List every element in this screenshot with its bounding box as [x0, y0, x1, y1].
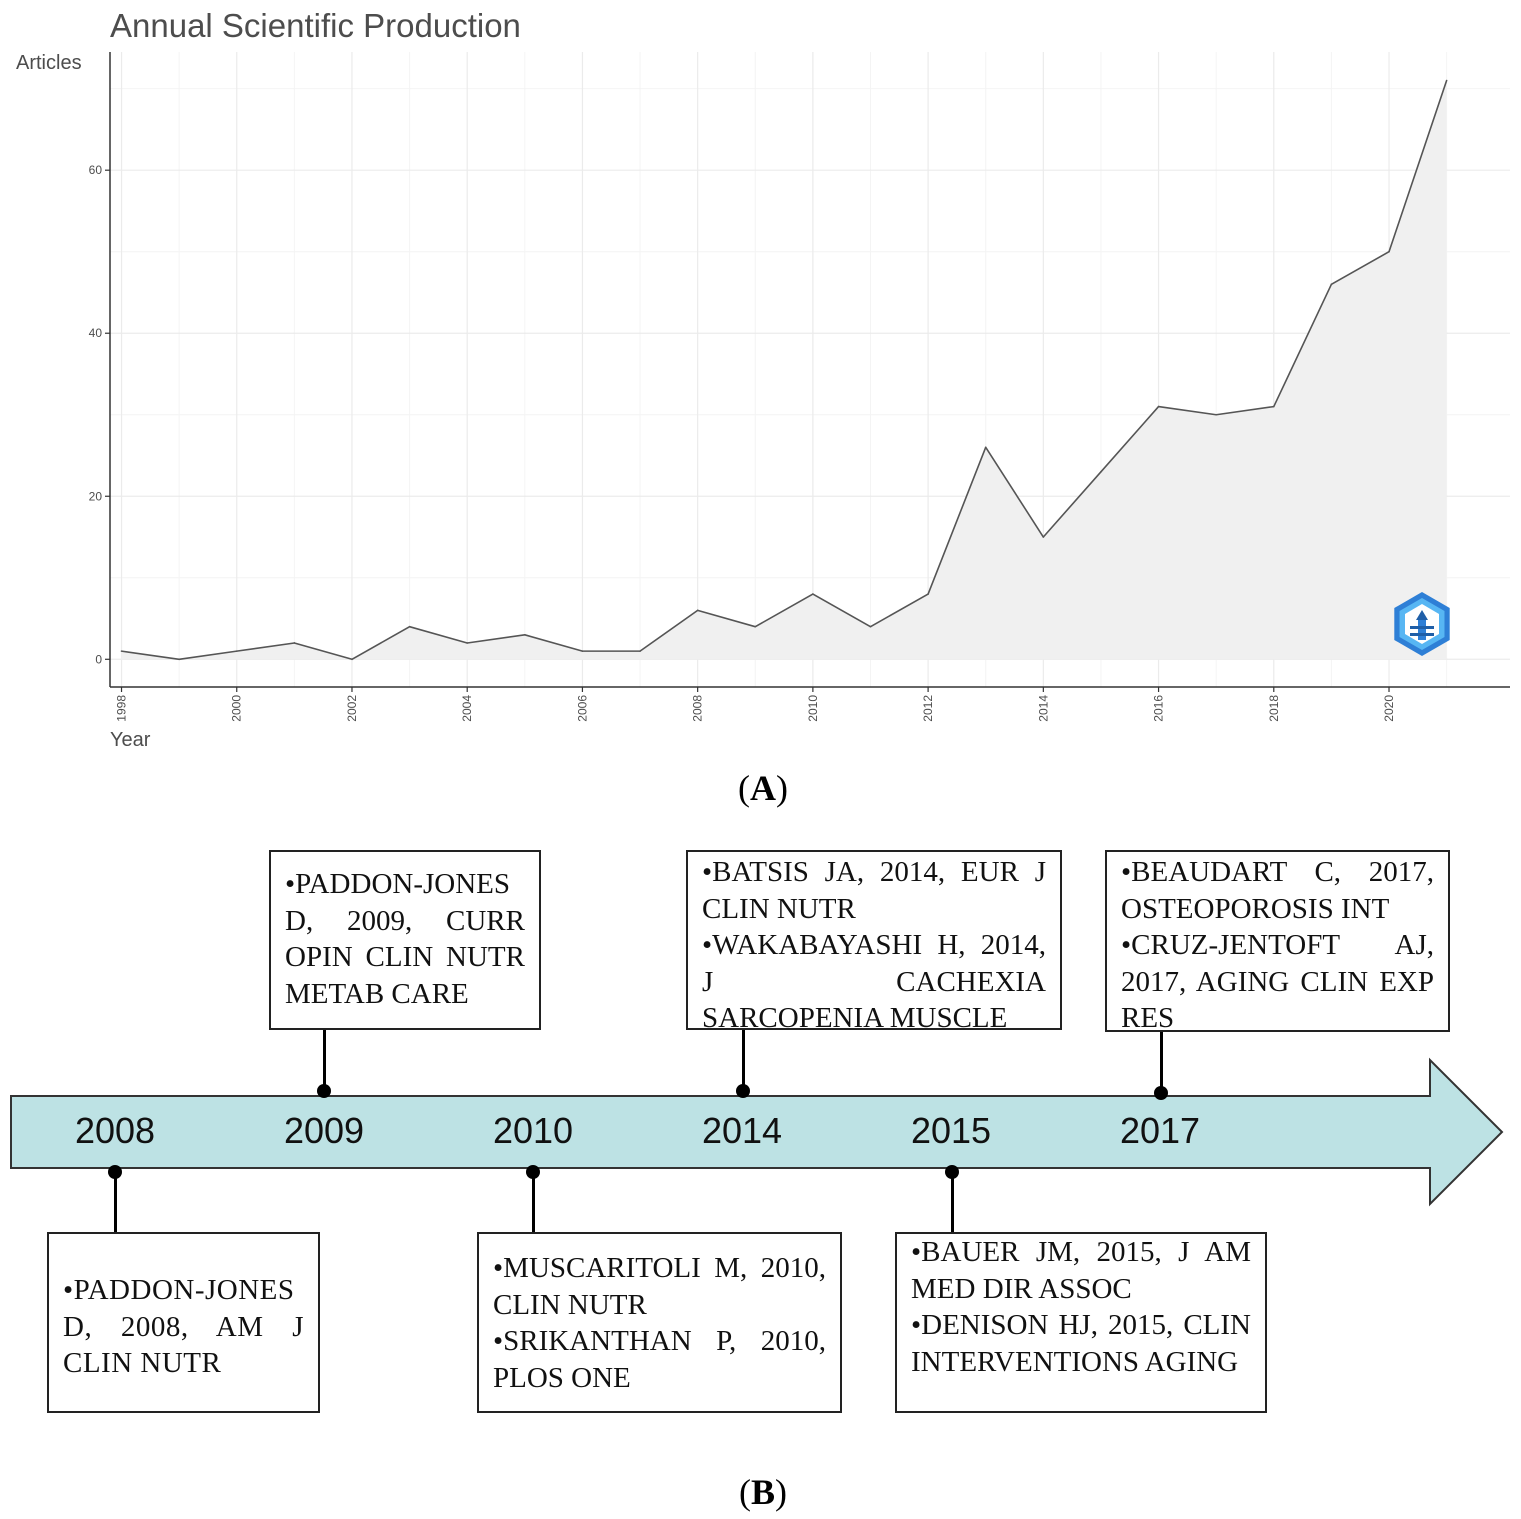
data-point-segment — [524, 634, 584, 652]
data-point-segment — [1042, 471, 1102, 538]
timeline-diagram — [10, 1057, 1504, 1207]
data-point-segment — [1388, 79, 1448, 253]
x-tick-label: 1998 — [115, 695, 129, 722]
reference-entry: •BEAUDART C, 2017, OSTEOPOROSIS INT — [1121, 856, 1434, 925]
reference-entry: •SRIKANTHAN P, 2010, PLOS ONE — [493, 1325, 826, 1394]
data-point-segment — [408, 625, 469, 644]
data-point-segment — [1215, 405, 1275, 416]
chart-tick-labels: 0 20 40 60 1998 2000 2002 2004 2006 2008 2010 2012 2… — [89, 163, 1396, 722]
panel-b-letter: B — [750, 1472, 775, 1512]
data-point-segment — [812, 593, 872, 628]
x-tick-label: 2020 — [1382, 695, 1396, 722]
y-tick-label: 0 — [95, 652, 102, 666]
data-point-segment — [696, 609, 757, 628]
timeline-connector — [742, 1029, 745, 1091]
timeline-dot — [945, 1165, 959, 1179]
data-point-segment — [466, 634, 526, 644]
timeline-reference-box: •PADDON-JONES D, 2008, AM J CLIN NUTR — [47, 1232, 320, 1413]
reference-entry: •BATSIS JA, 2014, EUR J CLIN NUTR — [702, 856, 1046, 925]
reference-entry: •PADDON-JONES D, 2009, CURR OPIN CLIN NU… — [285, 868, 525, 1010]
timeline-dot — [736, 1084, 750, 1098]
timeline-connector — [1160, 1030, 1163, 1093]
timeline-year: 2015 — [910, 1110, 992, 1151]
x-tick-label: 2002 — [345, 695, 359, 722]
annual-production-chart: Annual Scientific Production Articles Ye… — [16, 7, 1510, 751]
timeline-reference-box: •BAUER JM, 2015, J AM MED DIR ASSOC •DEN… — [895, 1232, 1267, 1413]
reference-entry: •DENISON HJ, 2015, CLIN INTERVENTIONS AG… — [911, 1309, 1251, 1378]
timeline-dot — [526, 1165, 540, 1179]
x-tick-label: 2004 — [460, 695, 474, 722]
y-tick-label: 40 — [89, 326, 103, 340]
timeline-dot — [108, 1165, 122, 1179]
panel-a-label: (A) — [738, 768, 788, 808]
timeline-year: 2008 — [74, 1110, 156, 1151]
x-tick-label: 2006 — [575, 695, 589, 722]
data-point-segment — [639, 609, 699, 652]
area-fill — [121, 80, 1447, 660]
x-tick-label: 2018 — [1267, 695, 1281, 722]
panel-b-label: (B) — [738, 1472, 787, 1512]
x-tick-label: 2010 — [806, 695, 820, 722]
x-tick-label: 2016 — [1152, 695, 1166, 722]
data-point-segment — [293, 642, 353, 661]
x-tick-label: 2008 — [691, 695, 705, 722]
reference-entry: •BAUER JM, 2015, J AM MED DIR ASSOC — [911, 1236, 1251, 1305]
data-point-segment — [1157, 405, 1217, 416]
reference-entry: •WAKABAYASHI H, 2014, J CACHEXIA SARCOPE… — [702, 929, 1046, 1030]
timeline-reference-box: •MUSCARITOLI M, 2010, CLIN NUTR •SRIKANT… — [477, 1232, 842, 1413]
bibliometrix-logo-icon — [1394, 592, 1450, 656]
panel-a-letter: A — [750, 768, 776, 808]
data-point-segment — [235, 642, 296, 652]
timeline-arrow — [10, 1057, 1504, 1207]
timeline-year: 2009 — [283, 1110, 365, 1151]
data-point-segment — [927, 446, 987, 595]
data-point-segment — [754, 593, 814, 628]
timeline-year: 2010 — [492, 1110, 574, 1151]
chart-area-series — [120, 79, 1448, 661]
y-tick-label: 20 — [89, 489, 103, 503]
data-point-segment — [1100, 405, 1160, 473]
chart-title: Annual Scientific Production — [110, 7, 521, 44]
x-tick-label: 2000 — [230, 695, 244, 722]
data-point-segment — [984, 446, 1045, 538]
x-tick-label: 2014 — [1036, 695, 1050, 722]
timeline-connector — [114, 1172, 117, 1233]
y-tick-label: 60 — [89, 163, 103, 177]
data-point-segment — [351, 625, 411, 661]
timeline-reference-box: •BEAUDART C, 2017, OSTEOPOROSIS INT •CRU… — [1105, 850, 1450, 1032]
data-point-segment — [120, 650, 180, 661]
x-axis-label: Year — [110, 729, 151, 751]
timeline-year: 2017 — [1119, 1110, 1201, 1151]
timeline-year: 2014 — [701, 1110, 783, 1151]
reference-entry: •MUSCARITOLI M, 2010, CLIN NUTR — [493, 1252, 826, 1321]
timeline-dot — [317, 1084, 331, 1098]
data-point-segment — [869, 593, 929, 628]
timeline-connector — [532, 1172, 535, 1233]
reference-entry: •CRUZ-JENTOFT AJ, 2017, AGING CLIN EXP R… — [1121, 929, 1434, 1032]
data-point-segment — [1272, 283, 1333, 408]
timeline-reference-box: •BATSIS JA, 2014, EUR J CLIN NUTR •WAKAB… — [686, 850, 1062, 1030]
timeline-connector — [323, 1029, 326, 1091]
timeline-connector — [951, 1172, 954, 1233]
x-tick-label: 2012 — [921, 695, 935, 722]
data-point-segment — [178, 650, 238, 661]
timeline-dot — [1154, 1086, 1168, 1100]
timeline-reference-box: •PADDON-JONES D, 2009, CURR OPIN CLIN NU… — [269, 850, 541, 1030]
reference-entry: •PADDON-JONES D, 2008, AM J CLIN NUTR — [63, 1274, 304, 1379]
data-point-segment — [1330, 250, 1390, 286]
y-axis-label: Articles — [16, 52, 82, 74]
chart-axes — [109, 52, 1510, 688]
